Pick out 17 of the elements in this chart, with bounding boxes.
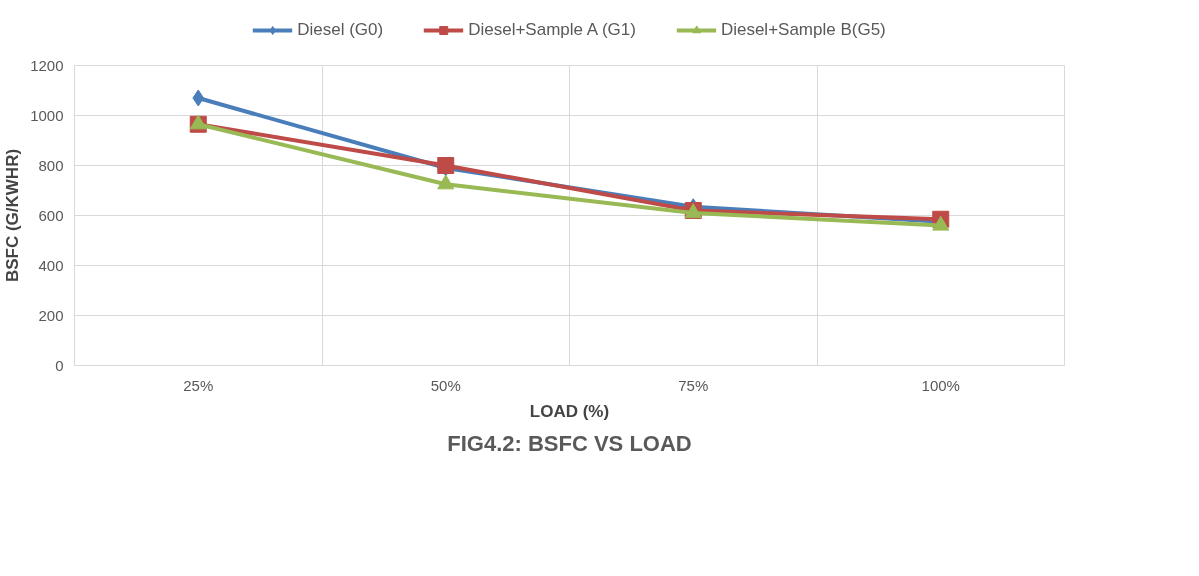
- legend-label: Diesel+Sample B(G5): [720, 20, 886, 40]
- x-tick-label: 25%: [183, 376, 214, 394]
- y-tick-label: 1200: [30, 56, 64, 74]
- legend-label: Diesel+Sample A (G1): [468, 20, 636, 40]
- text: FIG4.2: BSFC VS LOAD: [447, 430, 692, 456]
- y-tick-label: 800: [38, 156, 64, 174]
- x-tick-label: 100%: [921, 376, 960, 394]
- y-tick-label: 0: [55, 356, 64, 374]
- x-tick-label: 75%: [678, 376, 709, 394]
- legend-label: Diesel (G0): [297, 20, 384, 40]
- y-tick-label: 1000: [30, 106, 64, 124]
- x-tick-label: 50%: [430, 376, 461, 394]
- y-tick-label: 200: [38, 306, 64, 324]
- y-tick-label: 600: [38, 206, 64, 224]
- y-tick-label: 400: [38, 256, 64, 274]
- y-axis-title: BSFC (G/KWHR): [3, 148, 23, 283]
- x-axis-title: LOAD (%): [529, 401, 610, 421]
